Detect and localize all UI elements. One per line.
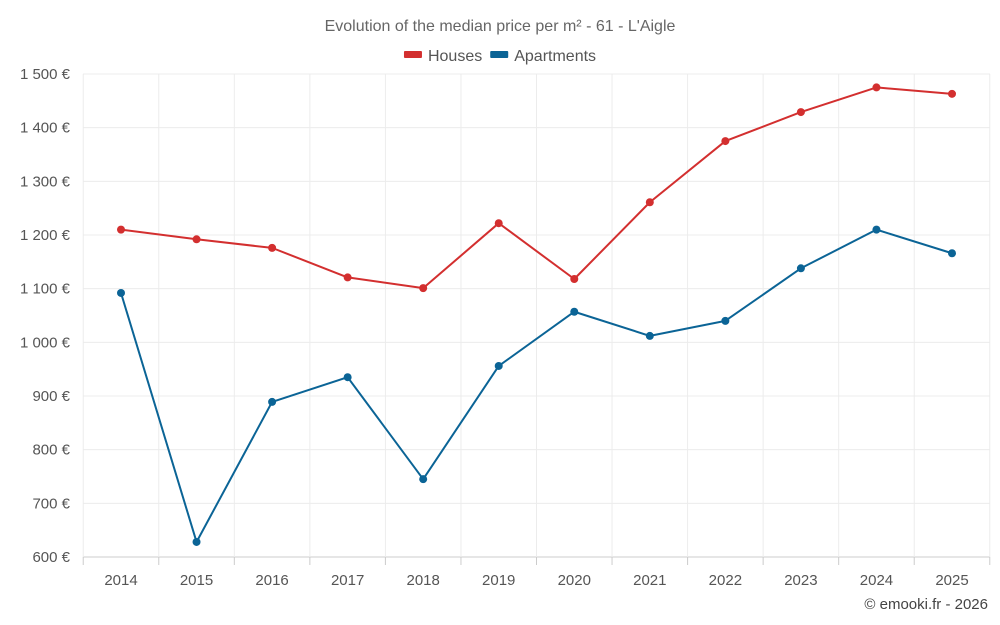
y-tick-label: 1 100 € — [20, 281, 71, 298]
legend-item-apartments[interactable]: Apartments — [490, 48, 596, 65]
x-tick-label: 2023 — [784, 572, 817, 589]
data-point-apartments[interactable] — [268, 397, 277, 406]
data-point-apartments[interactable] — [948, 249, 956, 258]
x-tick-label: 2018 — [406, 572, 439, 589]
data-point-apartments[interactable] — [721, 316, 730, 325]
y-tick-label: 1 000 € — [20, 334, 71, 351]
chart-title: Evolution of the median price per m² - 6… — [325, 18, 676, 35]
y-tick-label: 1 500 € — [20, 66, 71, 83]
data-point-apartments[interactable] — [645, 331, 654, 340]
data-point-houses[interactable] — [948, 89, 956, 98]
x-tick-label: 2015 — [180, 572, 213, 589]
y-tick-label: 1 400 € — [20, 120, 71, 137]
grid — [82, 73, 991, 558]
data-point-houses[interactable] — [494, 219, 503, 228]
axes: 600 € 700 € 800 € 900 € 1 000 € 1 100 € 1 200 … — [20, 66, 991, 589]
data-point-houses[interactable] — [192, 235, 201, 244]
data-point-apartments[interactable] — [796, 264, 805, 273]
legend[interactable]: Houses Apartments — [403, 48, 596, 65]
data-point-apartments[interactable] — [494, 361, 503, 370]
data-point-apartments[interactable] — [872, 225, 881, 234]
data-point-apartments[interactable] — [570, 307, 579, 316]
y-tick-label: 1 300 € — [20, 173, 71, 190]
x-tick-label: 2014 — [104, 572, 137, 589]
data-point-houses[interactable] — [570, 275, 579, 284]
legend-item-houses[interactable]: Houses — [403, 48, 482, 65]
y-tick-label: 600 € — [32, 549, 70, 566]
x-tick-label: 2022 — [709, 572, 742, 589]
x-tick-label: 2021 — [633, 572, 666, 589]
x-tick-label: 2017 — [331, 572, 364, 589]
y-tick-label: 700 € — [32, 495, 70, 512]
x-tick-label: 2024 — [860, 572, 893, 589]
data-point-houses[interactable] — [343, 273, 352, 282]
y-tick-label: 900 € — [32, 388, 70, 405]
data-point-apartments[interactable] — [192, 537, 201, 546]
data-point-apartments[interactable] — [419, 475, 428, 484]
series-line-houses — [120, 86, 953, 290]
data-point-houses[interactable] — [796, 108, 805, 117]
data-point-houses[interactable] — [645, 198, 654, 207]
data-point-houses[interactable] — [268, 243, 277, 252]
legend-swatch — [490, 51, 509, 58]
legend-label: Houses — [428, 48, 482, 65]
data-point-houses[interactable] — [419, 284, 428, 293]
x-tick-label: 2016 — [255, 572, 288, 589]
y-tick-label: 800 € — [32, 442, 70, 459]
x-tick-label: 2025 — [935, 572, 968, 589]
credit-label: © emooki.fr - 2026 — [864, 596, 988, 613]
x-tick-label: 2019 — [482, 572, 515, 589]
y-tick-label: 1 200 € — [20, 227, 71, 244]
data-point-houses[interactable] — [117, 225, 125, 234]
data-point-houses[interactable] — [721, 137, 730, 146]
series-layer — [117, 83, 956, 546]
x-tick-label: 2020 — [558, 572, 591, 589]
series-line-apartments — [120, 228, 953, 543]
legend-label: Apartments — [514, 48, 596, 65]
legend-swatch — [403, 51, 422, 58]
data-point-apartments[interactable] — [117, 288, 125, 297]
data-point-houses[interactable] — [872, 83, 881, 92]
data-point-apartments[interactable] — [343, 373, 352, 382]
